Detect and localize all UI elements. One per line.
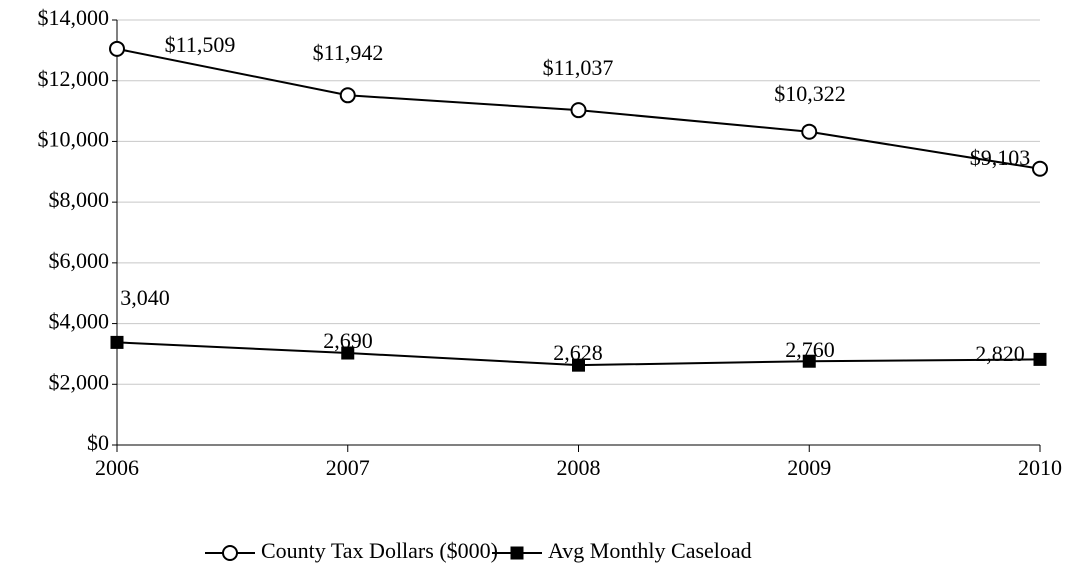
- y-tick-label: $6,000: [49, 248, 110, 273]
- marker: [510, 546, 524, 560]
- data-label: 2,690: [323, 328, 373, 353]
- x-tick-label: 2008: [557, 455, 601, 480]
- marker: [339, 87, 356, 104]
- marker: [110, 335, 124, 349]
- data-label: 2,628: [553, 340, 603, 365]
- x-tick-label: 2007: [326, 455, 370, 480]
- y-tick-label: $0: [87, 430, 109, 455]
- marker: [109, 40, 125, 57]
- x-tick-label: 2009: [787, 455, 831, 480]
- data-label: 3,040: [120, 285, 170, 310]
- marker: [1032, 160, 1048, 177]
- data-label: $11,509: [165, 32, 236, 57]
- data-label: $11,942: [313, 40, 384, 65]
- data-label: $11,037: [543, 55, 614, 80]
- data-label: 2,820: [975, 341, 1025, 366]
- legend-label: County Tax Dollars ($000): [261, 538, 498, 563]
- y-tick-label: $8,000: [49, 187, 110, 212]
- marker: [572, 358, 585, 372]
- x-tick-label: 2006: [95, 455, 139, 480]
- marker: [802, 354, 816, 368]
- y-tick-label: $14,000: [38, 5, 110, 30]
- y-tick-label: $12,000: [38, 66, 110, 91]
- x-tick-label: 2010: [1018, 455, 1062, 480]
- data-label: 2,760: [785, 337, 835, 362]
- marker: [341, 346, 355, 360]
- y-tick-label: $4,000: [49, 309, 110, 334]
- legend-label: Avg Monthly Caseload: [548, 538, 752, 563]
- y-tick-label: $2,000: [49, 369, 110, 394]
- marker: [801, 123, 818, 140]
- marker: [1033, 352, 1047, 366]
- marker: [222, 545, 238, 561]
- data-label: $10,322: [774, 81, 846, 106]
- marker: [570, 102, 587, 119]
- data-label: $9,103: [970, 145, 1031, 170]
- y-tick-label: $10,000: [38, 126, 110, 151]
